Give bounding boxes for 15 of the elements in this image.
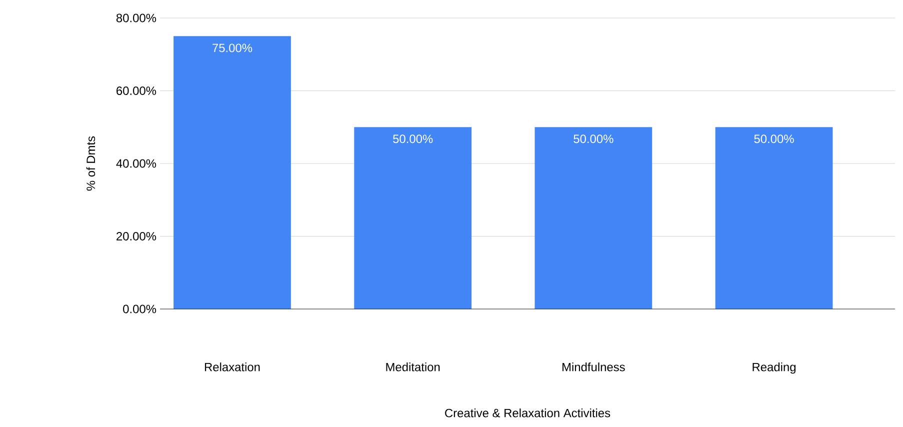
y-tick-label: 20.00%	[116, 232, 156, 240]
x-tick-label: Relaxation	[204, 362, 260, 372]
data-label: 75.00%	[212, 44, 252, 52]
y-tick-label: 0.00%	[123, 304, 156, 314]
x-tick-label: Mindfulness	[562, 362, 625, 372]
y-tick-label: 40.00%	[116, 159, 156, 168]
data-label: 50.00%	[574, 134, 614, 144]
x-axis-title: Creative & Relaxation Activities	[445, 408, 610, 418]
y-tick-label: 80.00%	[116, 14, 156, 22]
y-tick-label: 60.00%	[116, 86, 156, 95]
x-tick-label: Reading	[752, 362, 796, 374]
data-label: 50.00%	[754, 134, 794, 144]
data-label: 50.00%	[393, 134, 433, 144]
y-axis-title: % of Dmts	[86, 136, 96, 191]
x-tick-label: Meditation	[386, 362, 440, 372]
